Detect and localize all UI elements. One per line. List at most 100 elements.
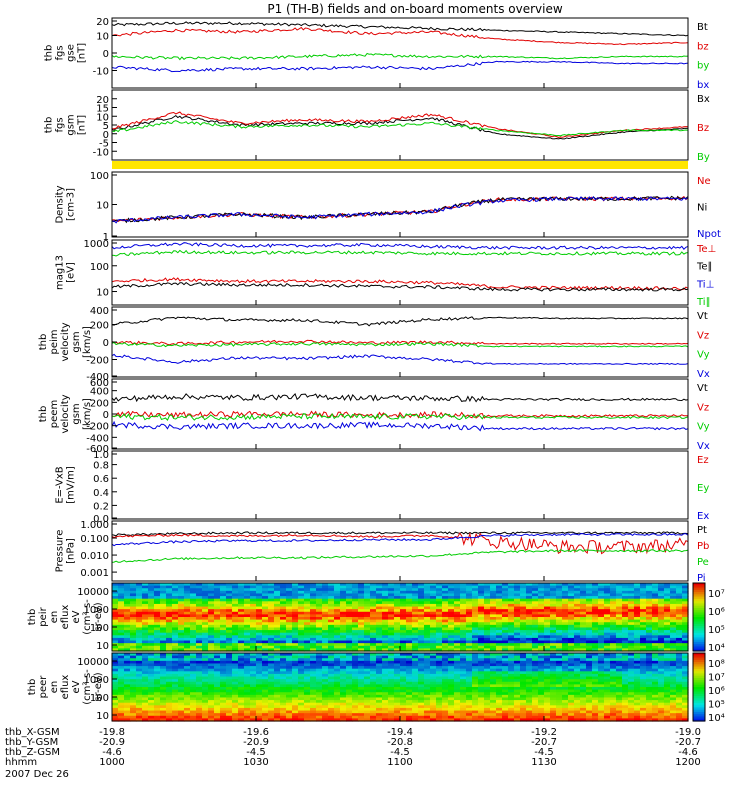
spectrogram-cell xyxy=(376,630,383,634)
spectrogram-cell xyxy=(166,710,173,714)
spectrogram-cell xyxy=(484,617,491,621)
spectrogram-cell xyxy=(262,585,269,589)
spectrogram-cell xyxy=(142,676,149,680)
spectrogram-cell xyxy=(496,622,503,626)
spectrogram-cell xyxy=(472,697,479,701)
spectrogram-cell xyxy=(340,694,347,699)
spectrogram-cell xyxy=(358,673,365,678)
spectrogram-cell xyxy=(286,593,293,597)
spectrogram-cell xyxy=(496,614,503,618)
spectrogram-cell xyxy=(562,627,569,631)
spectrogram-cell xyxy=(184,617,191,621)
spectrogram-cell xyxy=(406,684,413,688)
spectrogram-cell xyxy=(622,598,629,602)
spectrogram-cell xyxy=(538,635,545,639)
spectrogram-cell xyxy=(376,697,383,701)
spectrogram-cell xyxy=(232,663,239,667)
spectrogram-cell xyxy=(550,679,557,683)
spectrogram-cell xyxy=(364,583,371,587)
spectrogram-cell xyxy=(568,666,575,670)
spectrogram-cell xyxy=(352,648,359,652)
spectrogram-cell xyxy=(280,585,287,589)
spectrogram-cell xyxy=(340,627,347,631)
spectrogram-cell xyxy=(394,713,401,717)
spectrogram-cell xyxy=(262,609,269,613)
spectrogram-cell xyxy=(436,632,443,636)
spectrogram-cell xyxy=(430,658,437,662)
spectrogram-cell xyxy=(520,630,527,634)
spectrogram-cell xyxy=(412,614,419,618)
spectrogram-cell xyxy=(580,710,587,714)
spectrogram-cell xyxy=(208,653,215,657)
spectrogram-cell xyxy=(646,583,653,587)
spectrogram-cell xyxy=(514,606,521,610)
spectrogram-cell xyxy=(172,705,179,709)
spectrogram-cell xyxy=(172,676,179,680)
spectrogram-cell xyxy=(250,611,257,615)
spectrogram-cell xyxy=(526,627,533,631)
spectrogram-cell xyxy=(256,710,263,714)
spectrogram-cell xyxy=(460,715,467,719)
spectrogram-cell xyxy=(250,609,257,613)
spectrogram-cell xyxy=(202,619,209,623)
spectrogram-cell xyxy=(262,635,269,639)
spectrogram-cell xyxy=(448,718,455,722)
spectrogram-cell xyxy=(220,705,227,709)
spectrogram-cell xyxy=(466,648,473,652)
spectrogram-cell xyxy=(310,702,317,706)
spectrogram-cell xyxy=(250,624,257,629)
spectrogram-cell xyxy=(400,653,407,657)
spectrogram-cell xyxy=(298,687,305,691)
spectrogram-cell xyxy=(148,614,155,618)
spectrogram-cell xyxy=(148,694,155,699)
spectrogram-cell xyxy=(526,689,533,693)
spectrogram-cell xyxy=(652,632,659,636)
spectrogram-cell xyxy=(442,637,449,642)
spectrogram-cell xyxy=(172,606,179,610)
colorbar-segment xyxy=(693,635,705,638)
spectrogram-cell xyxy=(334,692,341,696)
spectrogram-cell xyxy=(490,603,497,608)
spectrogram-cell xyxy=(508,715,515,719)
spectrogram-cell xyxy=(346,694,353,699)
spectrogram-cell xyxy=(538,653,545,657)
spectrogram-cell xyxy=(526,653,533,657)
spectrogram-cell xyxy=(244,684,251,688)
spectrogram-cell xyxy=(370,660,377,665)
spectrogram-cell xyxy=(592,718,599,722)
spectrogram-cell xyxy=(274,606,281,610)
spectrogram-cell xyxy=(304,603,311,608)
spectrogram-cell xyxy=(148,609,155,613)
spectrogram-cell xyxy=(292,705,299,709)
spectrogram-cell xyxy=(574,673,581,678)
spectrogram-cell xyxy=(214,663,221,667)
spectrogram-cell xyxy=(598,702,605,706)
spectrogram-cell xyxy=(442,658,449,662)
spectrogram-cell xyxy=(226,637,233,642)
spectrogram-cell xyxy=(190,593,197,597)
spectrogram-cell xyxy=(214,653,221,657)
spectrogram-cell xyxy=(130,640,137,644)
spectrogram-cell xyxy=(556,710,563,714)
series-line-Vx xyxy=(111,420,689,432)
spectrogram-cell xyxy=(238,715,245,719)
spectrogram-cell xyxy=(400,676,407,680)
series-line-Te∥ xyxy=(111,281,689,292)
spectrogram-cell xyxy=(670,632,677,636)
spectrogram-cell xyxy=(340,697,347,701)
spectrogram-cell xyxy=(322,697,329,701)
spectrogram-cell xyxy=(124,598,131,602)
spectrogram-cell xyxy=(658,640,665,644)
spectrogram-cell xyxy=(118,611,125,615)
spectrogram-cell xyxy=(394,590,401,595)
spectrogram-cell xyxy=(244,681,251,685)
spectrogram-cell xyxy=(268,658,275,662)
spectrogram-cell xyxy=(136,673,143,678)
spectrogram-cell xyxy=(646,637,653,642)
spectrogram-cell xyxy=(418,702,425,706)
spectrogram-cell xyxy=(328,718,335,722)
spectrogram-cell xyxy=(220,666,227,670)
spectrogram-cell xyxy=(322,700,329,704)
spectrogram-cell xyxy=(640,606,647,610)
colorbar-segment xyxy=(693,639,705,643)
